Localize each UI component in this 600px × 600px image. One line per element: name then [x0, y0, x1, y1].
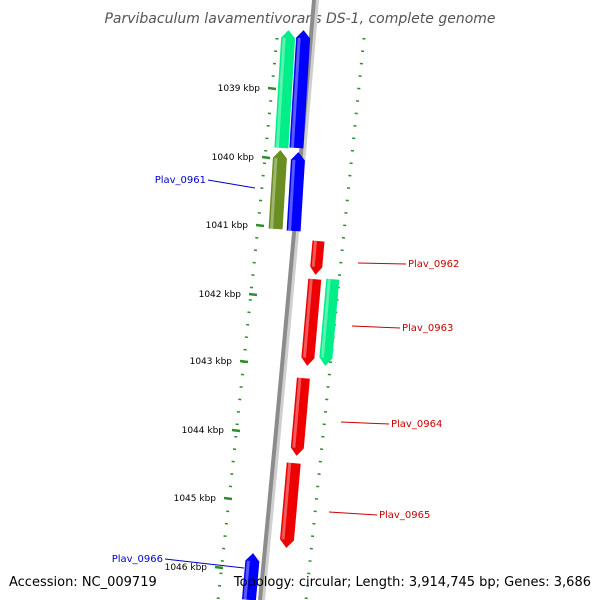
ruler-label-1039-kbp: 1039 kbp	[218, 84, 261, 94]
plav-0962-leader-line	[357, 262, 407, 265]
ruler-tick	[267, 86, 277, 91]
gene-highlight	[302, 278, 313, 358]
gene-highlight	[290, 37, 301, 148]
plav-0966-leader-line	[164, 558, 245, 569]
ruler-label-1044-kbp: 1044 kbp	[182, 426, 225, 436]
map-title: Parvibaculum lavamentivorans DS-1, compl…	[104, 11, 495, 27]
ruler-tick	[261, 155, 271, 160]
gene-highlight	[288, 159, 296, 231]
plav-0963-gene-arrow[interactable]	[301, 278, 322, 367]
plav-0962-label[interactable]: Plav_0962	[408, 259, 459, 270]
accession-label: Accession: NC_009719	[9, 575, 157, 590]
plav-0966-gene-arrow[interactable]	[241, 552, 260, 600]
plav-0964-leader-line	[340, 421, 390, 425]
genome-summary: Topology: circular; Length: 3,914,745 bp…	[233, 575, 591, 590]
ruler-label-1043-kbp: 1043 kbp	[190, 357, 233, 367]
plav-0966-label[interactable]: Plav_0966	[112, 554, 163, 565]
gene-arrow[interactable]	[319, 278, 340, 367]
gene-arrow[interactable]	[274, 30, 296, 149]
gene-highlight	[281, 462, 292, 540]
gene-arrow[interactable]	[289, 30, 311, 149]
ruler-tick	[248, 292, 258, 297]
gene-highlight	[243, 560, 250, 600]
plav-0964-label[interactable]: Plav_0964	[391, 419, 442, 430]
plav-0962-gene-arrow[interactable]	[310, 240, 325, 276]
plav-0965-leader-line	[328, 511, 378, 516]
ruler-tick	[231, 428, 241, 433]
gene-arrow[interactable]	[268, 150, 288, 230]
gene-highlight	[320, 278, 331, 358]
plav-0965-label[interactable]: Plav_0965	[379, 510, 430, 521]
plav-0964-gene-arrow[interactable]	[290, 377, 310, 457]
plav-0961-label[interactable]: Plav_0961	[155, 175, 206, 186]
ruler-label-1041-kbp: 1041 kbp	[206, 221, 249, 231]
plav-0963-label[interactable]: Plav_0963	[402, 323, 453, 334]
gene-highlight	[275, 37, 286, 148]
ruler-tick	[223, 496, 233, 501]
ruler-label-1046-kbp: 1046 kbp	[165, 563, 208, 573]
gene-highlight	[270, 157, 278, 229]
ruler-tick	[255, 223, 265, 228]
ruler-label-1040-kbp: 1040 kbp	[212, 153, 255, 163]
ruler-label-1045-kbp: 1045 kbp	[174, 494, 217, 504]
plav-0961-leader-line	[207, 179, 256, 189]
gene-highlight	[311, 240, 317, 267]
gene-highlight	[292, 377, 302, 448]
ruler-tick	[214, 565, 224, 570]
plav-0961-gene-arrow[interactable]	[286, 152, 306, 232]
plav-0963-leader-line	[351, 325, 401, 329]
ruler-tick	[239, 359, 249, 364]
plav-0965-gene-arrow[interactable]	[279, 462, 301, 549]
ruler-label-1042-kbp: 1042 kbp	[199, 290, 242, 300]
